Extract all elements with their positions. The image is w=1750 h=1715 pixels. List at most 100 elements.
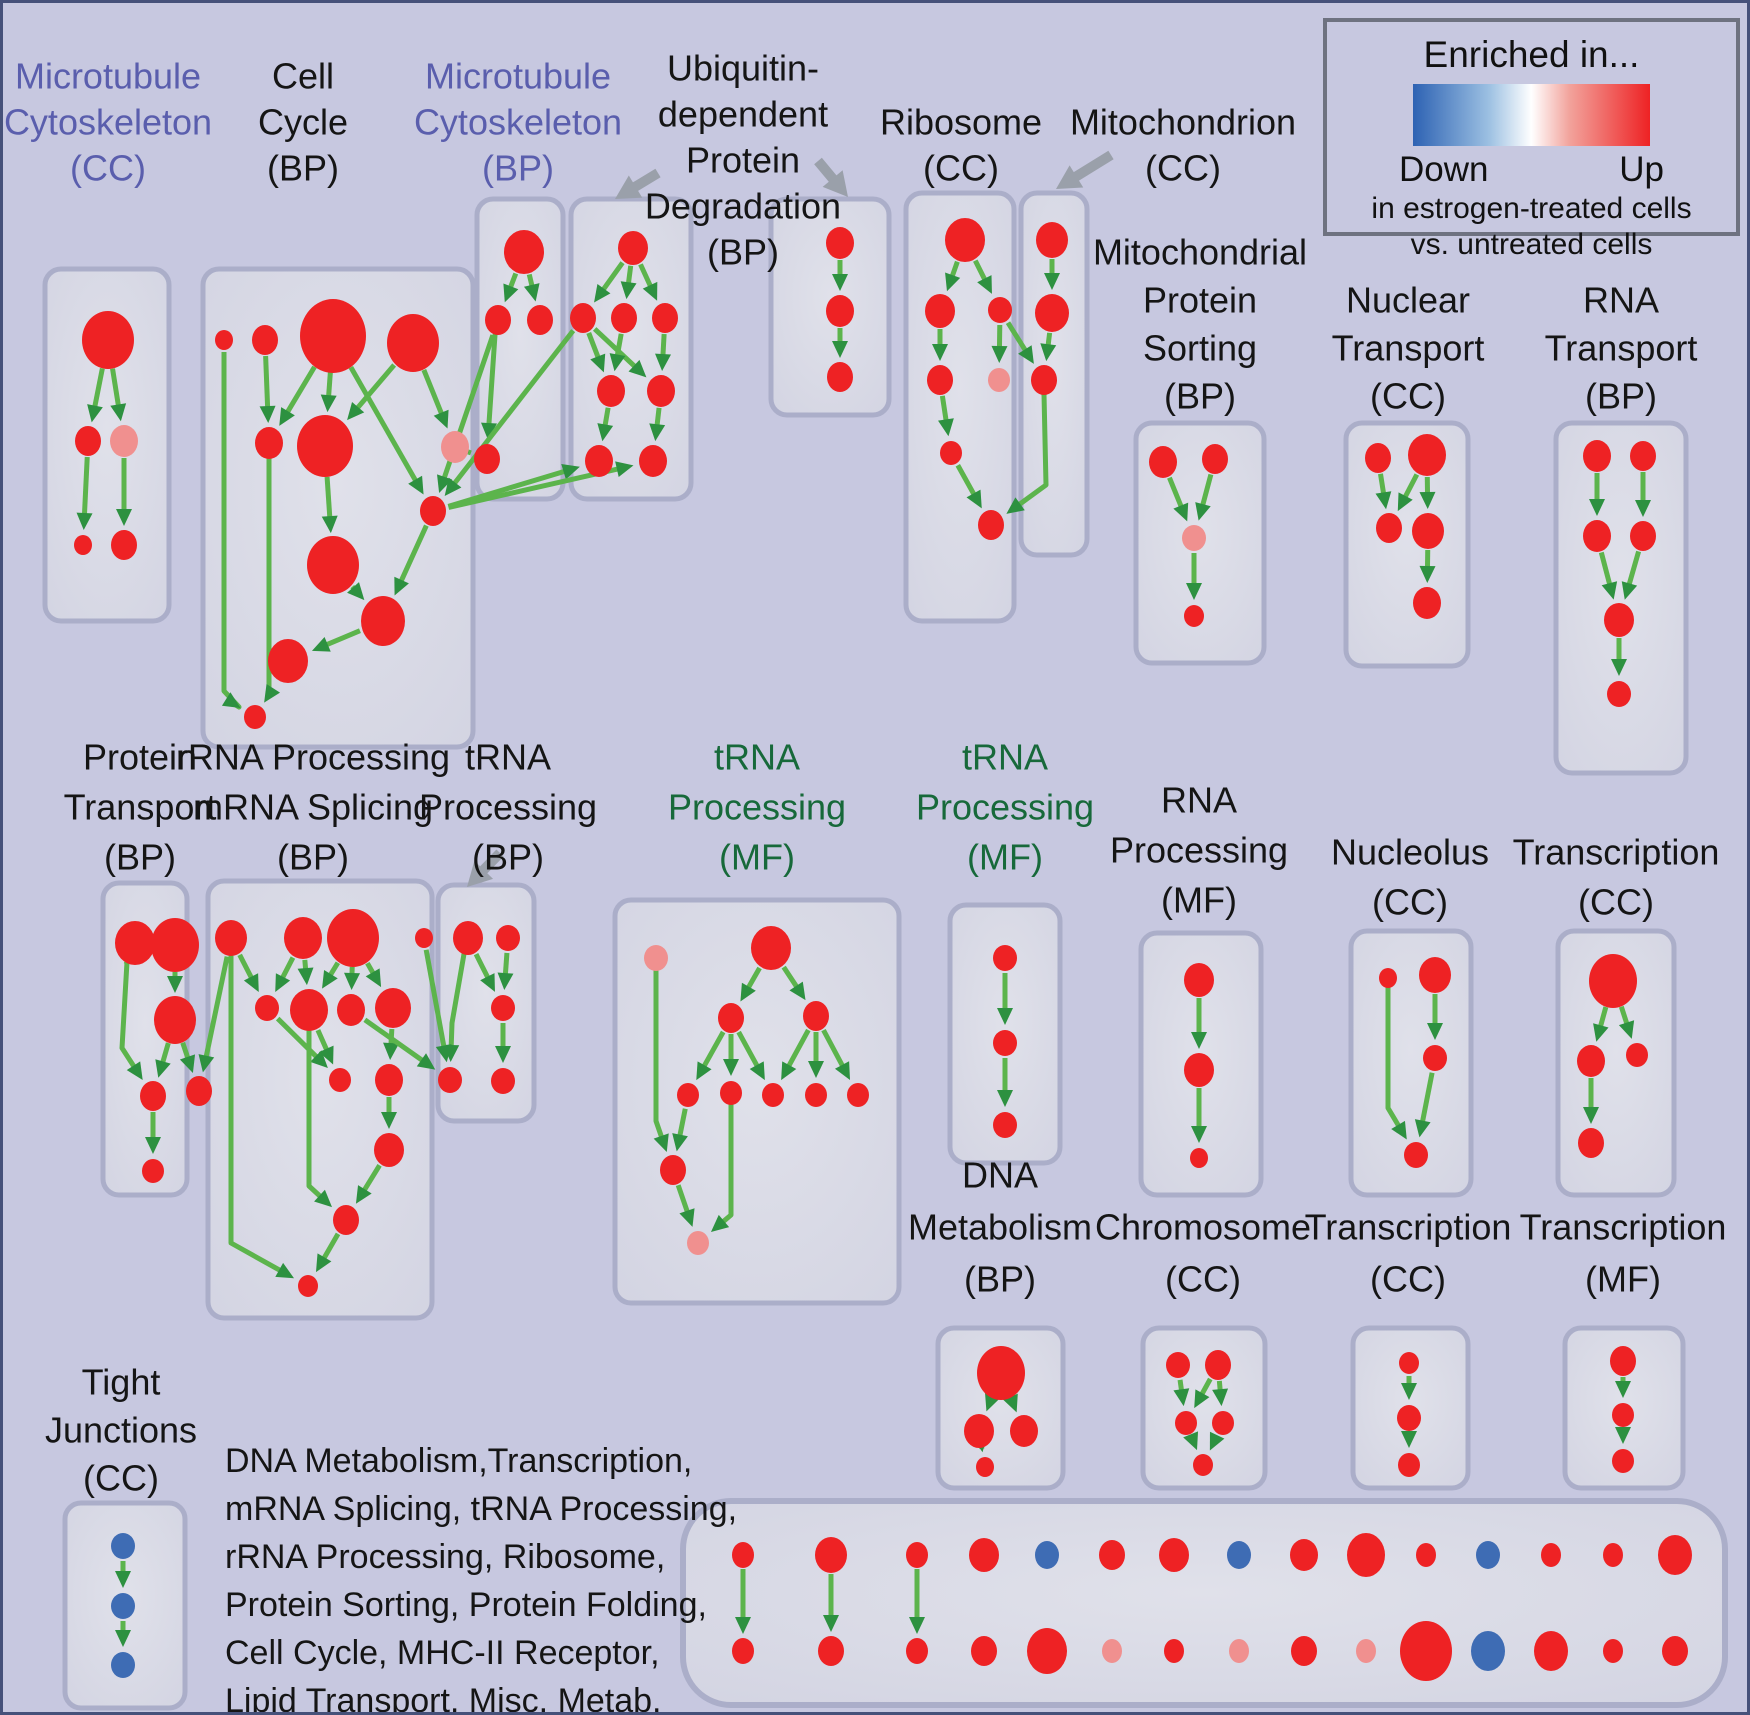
edge-prot-tl-sl-arrowhead (126, 1061, 143, 1081)
node-ubiq-m2-red (611, 303, 637, 333)
node-trnamf2-q3-red (993, 1112, 1017, 1138)
edge-ubiq-m1-l2 (592, 327, 639, 371)
node-txcc2-mr-red (1626, 1043, 1648, 1067)
label-microtubule-cc-line1: Microtubule (15, 56, 201, 97)
node-ubiq-m1-red (570, 303, 596, 333)
node-mcbp-top-red (504, 230, 544, 274)
edge-ribo-r4-r6-arrowhead (938, 418, 954, 437)
node-matrix-col3-bot-red (906, 1638, 928, 1664)
node-ribo-r5p-pink (988, 368, 1010, 392)
edge-rrna-m7-trnabp-ext-arrowhead (416, 1053, 436, 1070)
ubiquitin-arrow-left-head (615, 175, 643, 199)
edge-trnamf1-ma-f2-arrowhead (723, 1059, 739, 1076)
edge-trnamf1-ma-f1 (700, 1030, 726, 1071)
edge-trnamf1-p0-ll-arrowhead (653, 1133, 669, 1153)
edge-trnamf2-q1-q2-arrowhead (997, 1008, 1013, 1025)
edge-trnabp-x2-x3-arrowhead (497, 972, 514, 991)
edge-rrna-b3-m7-arrowhead (344, 972, 361, 991)
legend-up-label: Up (1619, 150, 1664, 189)
node-trnamf1-ma-red (718, 1003, 744, 1033)
node-mps-bot-red (1184, 605, 1204, 627)
edge-cellcycle-c4-c6 (353, 363, 397, 412)
label-transcription-cc-2-line1: Transcription (1513, 832, 1720, 873)
label-protein-transport-line2: Transport (64, 787, 217, 828)
node-chromo-tr-red (1205, 1350, 1231, 1380)
node-chromo-ml-red (1175, 1411, 1197, 1435)
edge-cellcycle-c3-c6 (325, 371, 333, 400)
edge-ribo-r1-r3 (973, 259, 989, 284)
label-trna-processing-mf-1-line3: (MF) (719, 837, 795, 878)
node-rrna-t1-red (215, 920, 247, 956)
edge-mps-tr-pk-arrowhead (1195, 502, 1211, 521)
label-transcription-cc-3-line2: (CC) (1370, 1259, 1446, 1300)
edge-rrna-m6-l13-arrowhead (314, 1189, 333, 1208)
edge-trnamf1-ma-f3 (736, 1030, 761, 1070)
node-cellcycle-c9-red (420, 496, 446, 526)
legend: Enriched in... Down Up in estrogen-treat… (1323, 18, 1740, 261)
node-ubiq-l1-red (597, 375, 625, 407)
edge-cellcycle-c9-ubiq-b1 (447, 468, 569, 509)
edge-rrna-m8-l10-arrowhead (383, 1042, 400, 1061)
edge-mccc-a3-a5-arrowhead (116, 509, 132, 526)
edge-rrna-m5-l9 (275, 1016, 321, 1061)
node-matrix-col12-top-blue (1476, 1541, 1500, 1569)
edge-mcbp-top-cr-arrowhead (523, 283, 540, 302)
edge-trnamf1-mb-f3 (785, 1028, 811, 1070)
edge-nuct-tl-ml-arrowhead (1375, 491, 1392, 510)
edge-trnamf2-q2-q3-arrowhead (997, 1090, 1013, 1107)
node-ubiq-b1-red (585, 445, 613, 477)
label-rna-transport-line3: (BP) (1585, 376, 1657, 417)
label-dna-metabolism-line3: (BP) (964, 1259, 1036, 1300)
label-cell-cycle-line2: Cycle (258, 102, 348, 143)
misc-text-line4: Protein Sorting, Protein Folding, (225, 1586, 707, 1624)
label-mito-protein-sorting-line2: Protein (1143, 280, 1257, 321)
edge-txmf3-z2-z3-arrowhead (1615, 1427, 1631, 1444)
edge-nucleo-tl-bot (1385, 985, 1403, 1130)
misc-text-line5: Cell Cycle, MHC-II Receptor, (225, 1634, 660, 1672)
label-rna-transport-line2: Transport (1545, 328, 1698, 369)
node-rrna-m5-red (255, 995, 279, 1021)
label-dna-metabolism-line1: DNA (962, 1155, 1038, 1196)
node-ribo-r7-red (978, 510, 1004, 540)
edge-trnabp-x1-x3 (473, 952, 492, 982)
node-ribo-r6-red (940, 441, 962, 465)
label-trna-processing-bp-line1: tRNA (465, 737, 551, 778)
edge-mito-m1-m2-arrowhead (1044, 273, 1060, 290)
node-ubiq2-n3-red (827, 362, 853, 392)
node-trnamf1-top-red (751, 926, 791, 970)
edge-rnat-ml-cv-arrowhead (1601, 581, 1618, 600)
node-prot-tr-red (151, 918, 199, 972)
edge-prot-sl-bot-arrowhead (145, 1137, 161, 1154)
edge-trnamf1-ma-f3-arrowhead (749, 1061, 765, 1081)
node-rrna-b2-red (284, 917, 322, 959)
node-matrix-col4-bot-red (971, 1636, 997, 1666)
edge-chromo-mr-bot-arrowhead (1209, 1431, 1225, 1451)
edge-chromo-tr-ml-arrowhead (1194, 1389, 1210, 1409)
edge-mccc-a1-a3 (110, 368, 122, 409)
node-txcc3-v3-red (1398, 1453, 1420, 1477)
edge-rrna-t1-prot-sr-arrowhead (198, 1054, 215, 1073)
node-matrix-col15-bot-red (1662, 1636, 1688, 1666)
node-matrix-col3-top-red (906, 1542, 928, 1568)
edge-rnat-tr-mr-arrowhead (1635, 500, 1651, 517)
node-rrna-m8-red (375, 988, 411, 1028)
label-protein-transport-line3: (BP) (104, 837, 176, 878)
node-txmf3-z3-red (1612, 1449, 1634, 1473)
node-matrix-col12-bot-blue (1471, 1631, 1505, 1671)
node-cellcycle-c6-red (297, 415, 353, 477)
edge-rrna-l10-n12-arrowhead (381, 1112, 397, 1129)
node-rrna-b3-red (327, 909, 379, 967)
edge-mccc-a1-a2-arrowhead (87, 404, 103, 423)
misc-text-line6: Lipid Transport, Misc. Metab. (225, 1682, 662, 1715)
label-tight-junctions-line1: Tight (82, 1362, 161, 1403)
edge-cellcycle-c1-c12-arrowhead (221, 692, 241, 708)
edge-mccc-a2-a4 (81, 456, 90, 518)
edge-rnat-tl-ml-arrowhead (1589, 499, 1605, 516)
mitochondrion-arrow-head (1056, 165, 1084, 189)
label-chromosome-line1: Chromosome (1095, 1207, 1311, 1248)
edge-matrix-col3-arrowhead (909, 1617, 925, 1634)
node-prot-mid-red (154, 996, 196, 1044)
edge-cellcycle-c3-c9-arrowhead (408, 475, 424, 495)
edge-ubiq-m2-l1 (614, 333, 624, 359)
edge-cellcycle-c6-c8-arrowhead (321, 515, 338, 534)
